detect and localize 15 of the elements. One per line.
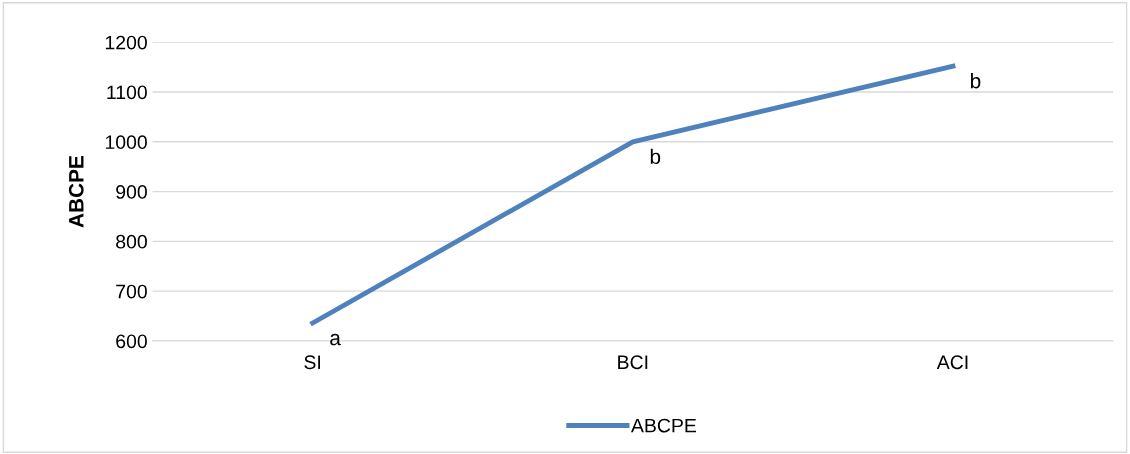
annotation: a [330,333,341,346]
y-tick-label: 1000 [105,135,147,150]
y-tick-label: 800 [116,234,147,249]
x-tick-label: SI [304,355,321,370]
x-tick-label: BCI [618,355,648,370]
annotation: b [650,148,661,165]
y-tick-label: 1100 [107,85,147,100]
y-tick-label: 900 [116,185,147,199]
x-tick-label: ACI [936,355,968,370]
y-tick-label: 700 [116,284,147,299]
y-tick-label: 600 [116,334,147,349]
legend-label: ABCPE [630,418,697,433]
y-tick-label: 1200 [105,35,147,50]
annotation: b [970,73,981,89]
y-axis-title: ABCPE [68,155,84,228]
